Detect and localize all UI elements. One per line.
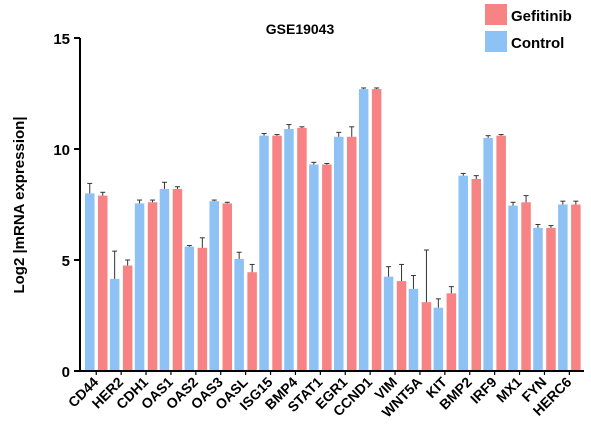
legend-label-control: Control — [511, 35, 564, 52]
plot-area — [85, 87, 581, 371]
legend: Gefitinib Control — [485, 4, 572, 52]
bar-control — [508, 205, 518, 371]
bar-gefitinib — [122, 265, 133, 371]
bar-control — [408, 288, 419, 371]
bar-gefitinib — [446, 293, 457, 371]
bar-gefitinib — [521, 202, 531, 371]
x-tick-label: MX1 — [493, 374, 525, 406]
bar-gefitinib — [197, 247, 208, 371]
bar-gefitinib — [247, 272, 257, 371]
legend-swatch-control — [485, 31, 507, 52]
bar-gefitinib — [222, 203, 232, 371]
bar-gefitinib — [571, 204, 581, 371]
bar-control — [458, 175, 468, 371]
bar-gefitinib — [371, 89, 382, 371]
y-tick-label: 0 — [62, 364, 70, 381]
bar-control — [309, 164, 319, 371]
bar-gefitinib — [172, 188, 183, 371]
bar-gefitinib — [147, 202, 158, 371]
bar-control — [184, 246, 195, 371]
bar-gefitinib — [98, 195, 108, 371]
y-tick-label: 10 — [53, 142, 70, 159]
bar-control — [383, 276, 394, 371]
bar-control — [134, 203, 145, 371]
legend-swatch-gefitinib — [485, 4, 507, 25]
y-tick-label: 15 — [53, 31, 70, 48]
bar-gefitinib — [496, 135, 506, 371]
bar-control — [85, 193, 95, 371]
y-tick-label: 5 — [62, 253, 70, 270]
bar-control — [109, 278, 120, 371]
bar-gefitinib — [272, 135, 282, 371]
bar-gefitinib — [396, 281, 407, 371]
bar-control — [159, 188, 170, 371]
chart-title: GSE19043 — [266, 21, 335, 37]
bar-control — [334, 136, 344, 371]
bar-control — [533, 227, 543, 371]
bar-control — [433, 307, 444, 371]
bar-control — [358, 89, 369, 371]
bar-control — [483, 137, 493, 371]
legend-label-gefitinib: Gefitinib — [511, 8, 572, 25]
bar-gefitinib — [297, 127, 307, 371]
bar-control — [209, 201, 219, 371]
bar-control — [259, 135, 269, 371]
bar-control — [558, 204, 568, 371]
bar-gefitinib — [347, 136, 357, 371]
bar-control — [234, 258, 244, 371]
bar-gefitinib — [322, 164, 332, 371]
x-tick-label: IRF9 — [467, 374, 500, 407]
bar-gefitinib — [471, 178, 481, 371]
y-axis-label: Log2 |mRNA expression| — [11, 116, 28, 293]
bar-control — [284, 129, 294, 371]
bar-gefitinib — [546, 227, 556, 371]
bar-gefitinib — [421, 302, 432, 371]
